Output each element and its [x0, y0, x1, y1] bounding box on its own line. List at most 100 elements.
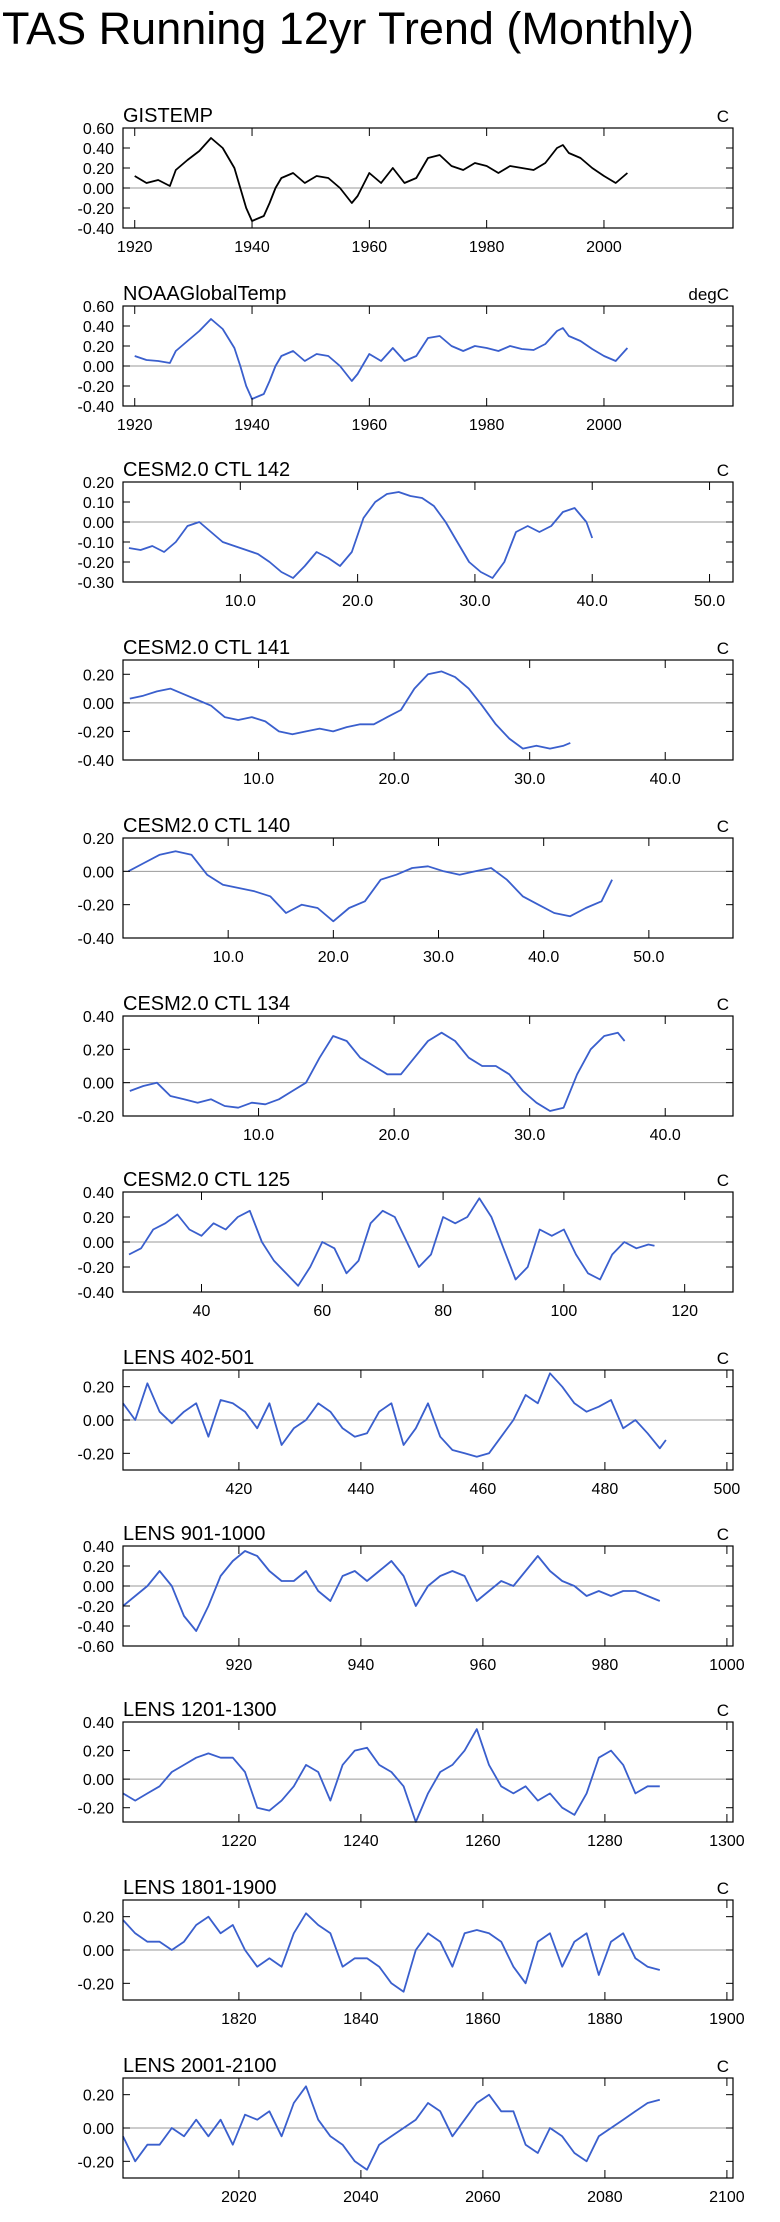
chart-panel-4: CESM2.0 CTL 141 C -0.40 -0.20 0.00 0.20 10.0 20…: [78, 637, 734, 788]
x-tick-label: 460: [470, 1481, 497, 1498]
y-tick-label: 0.20: [83, 1910, 114, 1927]
panel-title: LENS 402-501: [123, 1347, 254, 1369]
y-tick-label: -0.20: [78, 724, 115, 741]
series-line: [134, 318, 629, 400]
x-tick-label: 2080: [587, 2189, 623, 2206]
y-tick-label: 0.00: [83, 515, 114, 532]
units-label: C: [717, 1171, 729, 1190]
x-tick-label: 1260: [465, 1833, 501, 1850]
y-tick-label: -0.20: [78, 1260, 115, 1277]
y-tick-label: 0.40: [83, 319, 114, 336]
x-tick-label: 960: [470, 1657, 497, 1674]
x-tick-label: 2040: [343, 2189, 379, 2206]
y-tick-label: -0.40: [78, 1619, 115, 1636]
y-tick-label: 0.00: [83, 2121, 114, 2138]
chart-panel-11: LENS 1801-1900 C -0.20 0.00 0.20 1820 1840 1860…: [78, 1877, 745, 2028]
y-tick-label: 0.40: [83, 1009, 114, 1026]
x-tick-label: 1960: [352, 239, 388, 256]
x-tick-label: 1860: [465, 2011, 501, 2028]
y-tick-label: 0.00: [83, 359, 114, 376]
series-line: [122, 2085, 661, 2171]
y-tick-label: 0.20: [83, 1744, 114, 1761]
units-label: C: [717, 639, 729, 658]
x-tick-label: 40.0: [528, 949, 559, 966]
series-line: [122, 1550, 661, 1632]
y-tick-label: 0.00: [83, 1579, 114, 1596]
y-tick-label: 0.20: [83, 1210, 114, 1227]
y-tick-label: -0.20: [78, 1599, 115, 1616]
x-tick-label: 2100: [709, 2189, 745, 2206]
chart-panel-8: LENS 402-501 C -0.20 0.00 0.20 420 440 460 480 50…: [78, 1347, 741, 1498]
x-tick-label: 920: [226, 1657, 253, 1674]
plot-frame: [122, 1545, 734, 1647]
units-label: C: [717, 107, 729, 126]
y-tick-label: 0.00: [83, 1772, 114, 1789]
y-tick-label: 0.10: [83, 495, 114, 512]
x-tick-label: 420: [226, 1481, 253, 1498]
y-tick-label: -0.60: [78, 1639, 115, 1656]
y-tick-label: -0.20: [78, 1109, 115, 1126]
panel-title: CESM2.0 CTL 140: [123, 815, 290, 837]
plot-frame: [122, 1721, 734, 1823]
chart-panel-12: LENS 2001-2100 C -0.20 0.00 0.20 2020 2040 2060…: [78, 2055, 745, 2206]
panel-title: NOAAGlobalTemp: [123, 283, 286, 305]
y-tick-label: 0.20: [83, 1380, 114, 1397]
units-label: C: [717, 2057, 729, 2076]
y-tick-label: 0.00: [83, 1943, 114, 1960]
y-tick-label: 0.20: [83, 831, 114, 848]
x-tick-label: 40: [193, 1303, 211, 1320]
units-label: C: [717, 1879, 729, 1898]
y-tick-label: -0.30: [78, 575, 115, 592]
x-tick-label: 40.0: [650, 771, 681, 788]
chart-panel-1: GISTEMP C -0.40 -0.20 0.00 0.20 0.40 0.60 1920 19…: [78, 105, 734, 256]
x-tick-label: 120: [671, 1303, 698, 1320]
x-tick-label: 2000: [586, 239, 622, 256]
x-tick-label: 50.0: [633, 949, 664, 966]
panel-title: GISTEMP: [123, 105, 213, 127]
panel-title: LENS 1201-1300: [123, 1699, 276, 1721]
x-tick-label: 1220: [221, 1833, 257, 1850]
x-tick-label: 20.0: [342, 593, 373, 610]
x-tick-label: 10.0: [213, 949, 244, 966]
plot-frame: [122, 659, 734, 761]
series-line: [129, 670, 571, 750]
x-tick-label: 1300: [709, 1833, 745, 1850]
x-tick-label: 20.0: [379, 771, 410, 788]
x-tick-label: 1940: [234, 417, 270, 434]
y-tick-label: -0.40: [78, 399, 115, 416]
x-tick-label: 1240: [343, 1833, 379, 1850]
y-tick-label: 0.00: [83, 1076, 114, 1093]
y-tick-label: -0.20: [78, 555, 115, 572]
x-tick-label: 40.0: [650, 1127, 681, 1144]
y-tick-label: -0.10: [78, 535, 115, 552]
x-tick-label: 940: [348, 1657, 375, 1674]
x-tick-label: 20.0: [318, 949, 349, 966]
x-tick-label: 1980: [469, 417, 505, 434]
x-tick-label: 1820: [221, 2011, 257, 2028]
x-tick-label: 500: [714, 1481, 741, 1498]
x-tick-label: 20.0: [379, 1127, 410, 1144]
y-tick-label: 0.00: [83, 696, 114, 713]
page-title: TAS Running 12yr Trend (Monthly): [2, 3, 694, 54]
x-tick-label: 1960: [352, 417, 388, 434]
plot-frame: [122, 127, 734, 229]
panel-title: LENS 1801-1900: [123, 1877, 276, 1899]
x-tick-label: 50.0: [694, 593, 725, 610]
y-tick-label: 0.00: [83, 1413, 114, 1430]
y-tick-label: -0.40: [78, 753, 115, 770]
x-tick-label: 1000: [709, 1657, 745, 1674]
y-tick-label: -0.40: [78, 1285, 115, 1302]
y-tick-label: -0.20: [78, 1976, 115, 1993]
chart-panel-9: LENS 901-1000 C -0.60 -0.40 -0.20 0.00 0.20 0.4…: [78, 1523, 745, 1674]
plot-frame: [122, 1015, 734, 1117]
series-line: [129, 1031, 626, 1112]
series-line: [128, 1197, 655, 1287]
series-line: [128, 491, 594, 579]
chart-panel-6: CESM2.0 CTL 134 C -0.20 0.00 0.20 0.40 10.0 20.…: [78, 993, 734, 1144]
panel-title: LENS 901-1000: [123, 1523, 265, 1545]
units-label: C: [717, 995, 729, 1014]
x-tick-label: 440: [348, 1481, 375, 1498]
panel-title: CESM2.0 CTL 141: [123, 637, 290, 659]
x-tick-label: 10.0: [225, 593, 256, 610]
